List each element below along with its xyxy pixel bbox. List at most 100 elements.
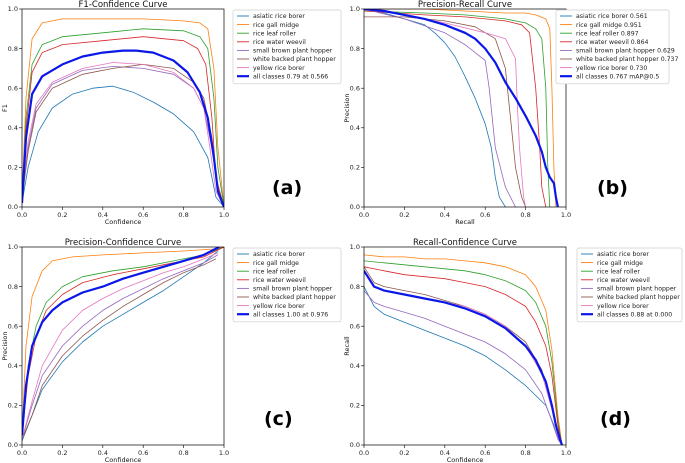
legend-entry: rice water weevil: [253, 277, 306, 284]
y-tick-label: 0.2: [350, 402, 360, 410]
legend-box: [576, 247, 683, 323]
series-line-8: [364, 9, 559, 207]
chart-title: Precision-Confidence Curve: [65, 238, 182, 248]
x-tick-label: 1.0: [561, 449, 571, 457]
legend-entry: rice water weevil 0.864: [576, 39, 649, 46]
plot-frame: [21, 246, 225, 446]
series-line-2: [364, 254, 563, 445]
series-line-5: [22, 254, 219, 440]
chart-panel-2: Precision-Recall Curve 0.0 0.2 0.4 0.6 0.8 1.0…: [343, 0, 678, 226]
x-tick-label: 0.8: [520, 449, 530, 457]
x-tick-label: 0.4: [440, 449, 450, 457]
legend-entry: rice leaf roller: [253, 30, 296, 37]
y-tick-label: 1.0: [8, 5, 18, 13]
legend-entry: all classes 0.88 at 0.000: [597, 311, 672, 318]
series-line-8: [364, 270, 564, 445]
legend-entry: rice water weevil: [253, 39, 306, 46]
series-line-1: [22, 250, 219, 442]
series-line-7: [22, 62, 224, 207]
legend-entry: asiatic rice borer: [597, 251, 649, 258]
series-line-7: [22, 252, 219, 440]
x-tick-label: 0.8: [178, 449, 188, 457]
y-tick-label: 0.4: [350, 124, 360, 132]
x-tick-label: 0.4: [98, 449, 108, 457]
y-tick-label: 0.0: [8, 441, 18, 449]
series-group: [364, 9, 559, 207]
series-line-3: [22, 247, 224, 436]
x-tick-label: 1.0: [561, 211, 571, 219]
legend-entry: asiatic rice borer: [253, 13, 305, 20]
legend-box: [232, 247, 342, 323]
x-tick-label: 0.2: [399, 449, 409, 457]
legend-entry: small brown plant hopper: [253, 48, 333, 55]
panel-letter-b: (b): [597, 177, 628, 199]
legend-entry: small brown plant hopper: [253, 286, 333, 293]
chart-title: F1-Confidence Curve: [79, 0, 168, 10]
y-axis-label: Precision: [1, 331, 9, 360]
series-group: [22, 18, 224, 207]
y-tick-label: 0.8: [350, 45, 360, 53]
legend-entry: white backed plant hopper 0.737: [576, 56, 678, 63]
series-line-3: [22, 28, 224, 207]
series-line-5: [364, 290, 563, 445]
x-tick-label: 0.4: [98, 211, 108, 219]
x-tick-label: 0.0: [17, 211, 27, 219]
legend-entry: yellow rice borer: [597, 303, 649, 310]
x-tick-label: 0.0: [17, 449, 27, 457]
series-line-1: [22, 85, 224, 207]
x-tick-label: 1.0: [219, 211, 229, 219]
legend-entry: rice leaf roller 0.897: [576, 30, 639, 37]
x-tick-label: 0.2: [399, 211, 409, 219]
y-tick-label: 0.2: [350, 164, 360, 172]
x-axis-label: Confidence: [105, 456, 142, 463]
x-tick-label: 0.2: [57, 449, 67, 457]
y-tick-label: 0.6: [350, 84, 360, 92]
legend-box: [555, 9, 670, 85]
series-line-4: [22, 36, 224, 207]
series-line-4: [364, 266, 563, 445]
y-axis-label: F1: [1, 104, 9, 112]
legend-entry: rice gall midge: [253, 260, 299, 267]
plot-frame: [363, 8, 567, 208]
y-tick-label: 0.0: [350, 203, 360, 211]
chart-panel-1: F1-Confidence Curve 0.0 0.2 0.4 0.6 0.8 1.0 0.0…: [1, 0, 342, 226]
legend-entry: asiatic rice borer 0.561: [576, 13, 648, 20]
legend-entry: white backed plant hopper: [253, 56, 336, 63]
legend-entry: yellow rice borer: [253, 65, 305, 72]
legend-entry: rice water weevil: [597, 277, 650, 284]
y-tick-label: 0.0: [350, 441, 360, 449]
y-tick-label: 0.6: [8, 322, 18, 330]
y-tick-label: 0.8: [8, 283, 18, 291]
legend-entry: rice leaf roller: [253, 268, 296, 275]
series-line-8: [22, 247, 220, 436]
x-axis-label: Confidence: [105, 218, 142, 226]
x-tick-label: 0.2: [57, 211, 67, 219]
legend-entry: white backed plant hopper: [597, 294, 680, 301]
series-group: [22, 247, 224, 442]
panel-letter-a: (a): [272, 177, 302, 199]
x-tick-label: 0.6: [480, 211, 490, 219]
x-tick-label: 0.6: [138, 449, 148, 457]
y-tick-label: 0.4: [8, 124, 18, 132]
series-line-2: [364, 9, 557, 207]
y-tick-label: 0.8: [350, 283, 360, 291]
legend-entry: rice gall midge: [253, 22, 299, 29]
panel-letter-d: (d): [600, 408, 631, 430]
legend-entry: all classes 0.79 at 0.566: [253, 73, 328, 80]
plot-frame: [21, 8, 225, 208]
legend-box: [232, 9, 342, 85]
y-axis-label: Precision: [343, 93, 351, 122]
x-tick-label: 0.0: [359, 211, 369, 219]
panel-letter-c: (c): [264, 408, 293, 430]
legend-entry: rice gall midge: [597, 260, 643, 267]
plot-frame: [363, 246, 567, 446]
series-line-5: [364, 9, 516, 207]
legend-entry: white backed plant hopper: [253, 294, 336, 301]
y-tick-label: 1.0: [8, 243, 18, 251]
x-tick-label: 0.6: [138, 211, 148, 219]
x-tick-label: 0.8: [178, 211, 188, 219]
x-tick-label: 1.0: [219, 449, 229, 457]
